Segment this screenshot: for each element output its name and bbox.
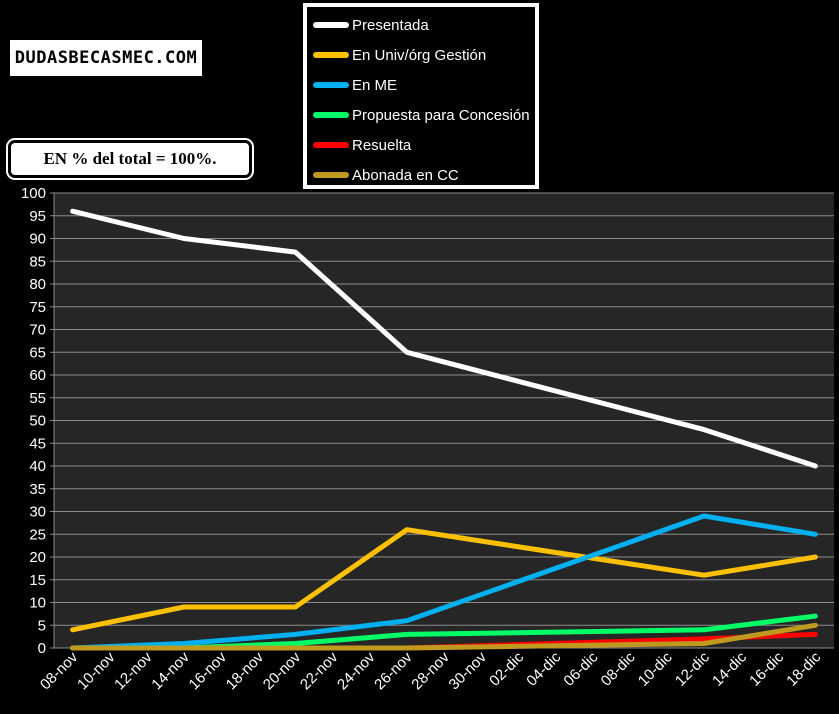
legend-swatch [313, 82, 349, 88]
legend-label: Abonada en CC [352, 166, 459, 184]
series-line-5 [70, 622, 818, 651]
x-tick-label: 22-nov [297, 648, 342, 693]
y-tick-label: 60 [29, 367, 46, 384]
chart-legend: Presentada En Univ/órg Gestión En ME Pro… [303, 3, 539, 189]
x-tick-label: 26-nov [371, 648, 416, 693]
legend-item-en-me: En ME [313, 70, 397, 100]
legend-swatch [313, 52, 349, 58]
y-tick-label: 75 [29, 299, 46, 316]
x-tick-label: 16-dic [746, 648, 787, 689]
x-tick-label: 24-nov [334, 648, 379, 693]
percent-note-box: EN % del total = 100%. [8, 140, 252, 178]
logo-text: DUDASBECASMEC.COM [14, 48, 198, 68]
y-tick-label: 95 [29, 208, 46, 225]
logo-badge: DUDASBECASMEC.COM [10, 40, 202, 76]
legend-label: Propuesta para Concesión [352, 106, 530, 124]
y-tick-label: 0 [38, 640, 46, 657]
x-tick-label: 16-nov [186, 648, 231, 693]
gridlines [54, 192, 834, 626]
x-tick-label: 14-dic [709, 648, 750, 689]
x-tick-label: 06-dic [560, 648, 601, 689]
y-tick-label: 10 [29, 595, 46, 612]
legend-item-presentada: Presentada [313, 10, 429, 40]
y-tick-label: 65 [29, 344, 46, 361]
y-tick-label: 100 [21, 185, 46, 202]
x-tick-label: 04-dic [523, 648, 564, 689]
y-tick-label: 35 [29, 481, 46, 498]
legend-item-abonada-cc: Abonada en CC [313, 160, 459, 190]
legend-label: En ME [352, 76, 398, 94]
legend-label: Resuelta [352, 136, 412, 154]
y-tick-label: 70 [29, 322, 46, 339]
series-line-1 [70, 527, 818, 633]
x-tick-label: 28-nov [408, 648, 453, 693]
y-tick-label: 80 [29, 276, 46, 293]
x-tick-label: 14-nov [148, 648, 193, 693]
y-tick-label: 55 [29, 390, 46, 407]
legend-label: En Univ/órg Gestión [352, 46, 487, 64]
y-tick-label: 20 [29, 549, 46, 566]
x-tick-label: 08-dic [598, 648, 639, 689]
y-tick-label: 15 [29, 572, 46, 589]
y-tick-label: 90 [29, 231, 46, 248]
legend-swatch [313, 142, 349, 148]
y-tick-label: 40 [29, 458, 46, 475]
series-line-0 [70, 208, 818, 469]
series-lines [70, 208, 818, 651]
legend-item-resuelta: Resuelta [313, 130, 411, 160]
y-tick-label: 45 [29, 435, 46, 452]
legend-item-univ-org-gestion: En Univ/órg Gestión [313, 40, 486, 70]
series-line-2 [70, 513, 818, 651]
x-tick-label: 30-nov [446, 648, 491, 693]
y-tick-label: 25 [29, 526, 46, 543]
x-tick-label: 12-dic [672, 648, 713, 689]
legend-item-propuesta: Propuesta para Concesión [313, 100, 530, 130]
legend-swatch [313, 172, 349, 178]
legend-label: Presentada [352, 16, 429, 34]
y-tick-label: 5 [38, 617, 46, 634]
x-tick-label: 10-dic [635, 648, 676, 689]
x-tick-label: 18-nov [223, 648, 268, 693]
x-axis-ticks: 08-nov10-nov12-nov14-nov16-nov18-nov20-n… [37, 648, 825, 693]
legend-swatch [313, 22, 349, 28]
legend-swatch [313, 112, 349, 118]
x-tick-label: 02-dic [486, 648, 527, 689]
x-tick-label: 12-nov [111, 648, 156, 693]
percent-note-text: EN % del total = 100%. [43, 149, 217, 168]
y-tick-label: 30 [29, 504, 46, 521]
y-tick-label: 50 [29, 413, 46, 430]
x-tick-label: 20-nov [260, 648, 305, 693]
y-tick-label: 85 [29, 253, 46, 270]
x-tick-label: 10-nov [74, 648, 119, 693]
x-tick-label: 18-dic [783, 648, 824, 689]
